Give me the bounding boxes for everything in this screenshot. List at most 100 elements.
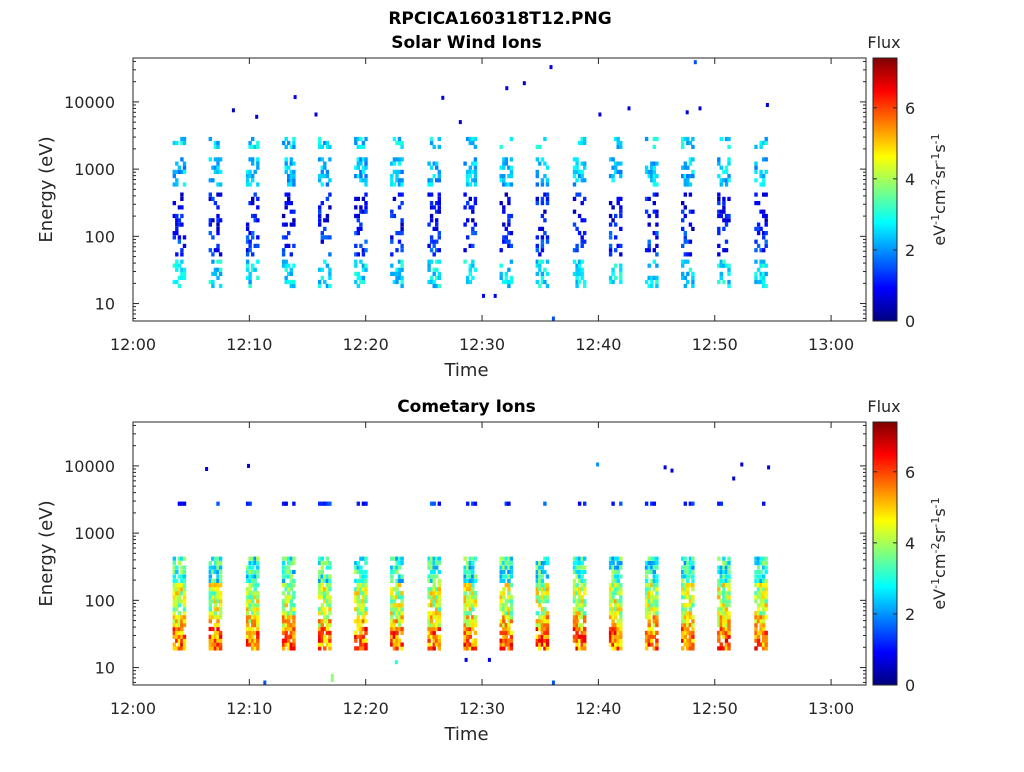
flux-cell — [762, 611, 766, 616]
flux-cell — [354, 569, 358, 575]
flux-cell — [580, 136, 584, 142]
flux-cell — [688, 174, 693, 179]
flux-cell — [727, 271, 731, 276]
flux-cell — [652, 144, 656, 149]
flux-cell — [583, 569, 587, 575]
flux-cell — [289, 634, 293, 639]
flux-cell — [177, 615, 182, 620]
flux-cell — [354, 619, 358, 624]
flux-cell — [284, 205, 288, 210]
flux-cell — [245, 623, 250, 628]
flux-cell — [644, 501, 649, 506]
flux-cell — [509, 182, 514, 187]
flux-cell — [395, 642, 399, 647]
flux-cell — [256, 565, 260, 570]
flux-cell — [466, 603, 470, 608]
flux-cell — [432, 583, 436, 588]
flux-cell — [356, 501, 360, 506]
flux-cell — [543, 615, 547, 620]
flux-cell — [611, 646, 615, 651]
flux-cell — [650, 501, 654, 506]
flux-cell — [717, 279, 721, 285]
flux-cell — [287, 611, 291, 616]
flux-cell — [256, 599, 260, 604]
flux-cell — [616, 642, 620, 647]
flux-cell — [655, 603, 659, 608]
flux-cell — [655, 209, 659, 214]
flux-cell — [390, 603, 394, 608]
flux-cell — [502, 587, 506, 592]
flux-cell — [540, 599, 545, 604]
flux-cell — [172, 174, 176, 179]
flux-cell — [463, 205, 467, 210]
flux-cell — [616, 144, 620, 149]
flux-cell — [647, 283, 651, 289]
flux-cell — [328, 205, 332, 210]
flux-cell — [727, 619, 731, 624]
flux-cell — [762, 271, 766, 276]
flux-cell — [211, 565, 215, 570]
flux-cell — [759, 569, 763, 575]
flux-cell — [216, 192, 220, 197]
flux-cell — [172, 646, 176, 651]
flux-cell — [361, 169, 366, 174]
x-tick-label: 12:00 — [110, 699, 156, 718]
flux-cell — [216, 574, 220, 579]
flux-cell — [650, 279, 654, 285]
flux-cell — [681, 623, 685, 628]
x-axis-label: Time — [443, 724, 488, 745]
flux-cell — [287, 243, 291, 248]
flux-cell — [253, 192, 257, 197]
flux-cell — [216, 259, 220, 264]
flux-cell — [647, 569, 651, 575]
flux-cell — [180, 574, 184, 579]
flux-cell — [292, 583, 296, 588]
flux-cell — [468, 205, 472, 210]
flux-cell — [572, 599, 577, 604]
flux-cell — [499, 569, 503, 575]
flux-cell — [395, 275, 399, 280]
flux-cell — [361, 583, 366, 588]
flux-cell — [647, 603, 651, 608]
flux-cell — [361, 626, 366, 632]
flux-cell — [652, 565, 656, 570]
flux-cell — [289, 583, 293, 588]
flux-cell — [281, 642, 286, 647]
flux-cell — [762, 587, 766, 592]
flux-cell — [722, 209, 726, 214]
flux-cell — [577, 565, 582, 570]
flux-cell — [724, 248, 729, 253]
flux-cell — [619, 243, 623, 248]
flux-cell — [356, 607, 360, 612]
flux-cell — [213, 248, 218, 253]
flux-cell — [256, 556, 260, 561]
flux-cell — [652, 611, 656, 616]
flux-cell — [320, 623, 324, 628]
flux-cell — [361, 599, 366, 604]
flux-cell — [540, 611, 545, 616]
flux-cell — [435, 201, 439, 206]
flux-cell — [683, 587, 687, 592]
flux-cell — [644, 646, 649, 651]
flux-cell — [289, 611, 293, 616]
flux-cell — [575, 248, 579, 253]
flux-cell — [432, 556, 436, 561]
flux-cell — [175, 178, 179, 183]
flux-cell — [323, 561, 327, 566]
flux-cell — [429, 599, 434, 604]
flux-cell — [509, 595, 514, 600]
flux-cell — [435, 611, 439, 616]
y-tick-label: 100 — [84, 227, 115, 246]
flux-cell — [509, 630, 514, 635]
flux-cell — [504, 235, 508, 240]
colorbar-tick-label: 0 — [905, 676, 915, 695]
flux-cell — [762, 248, 766, 253]
figure-title: RPCICA160318T12.PNG — [388, 9, 611, 29]
flux-cell — [213, 642, 218, 647]
colorbar-tick-label: 4 — [905, 534, 915, 553]
flux-cell — [647, 623, 651, 628]
flux-cell — [683, 213, 687, 219]
flux-cell — [499, 201, 503, 206]
flux-cell — [356, 213, 360, 219]
flux-cell — [284, 630, 288, 635]
